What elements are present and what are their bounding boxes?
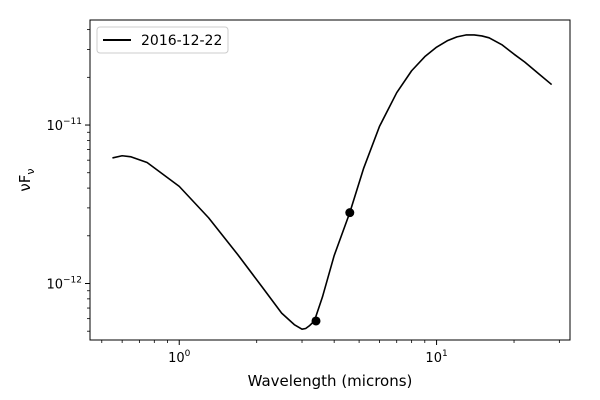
x-tick-label-1: 101 <box>425 349 447 366</box>
x-tick-label-base: 10 <box>425 351 442 366</box>
x-tick-label-exponent: 0 <box>185 349 191 359</box>
y-axis-title-main: νF <box>16 175 34 192</box>
x-tick-label-exponent: 1 <box>442 349 448 359</box>
legend-box <box>96 26 229 54</box>
y-tick-label-exponent: −12 <box>63 275 82 285</box>
y-tick-label-1: 10−11 <box>46 117 82 134</box>
y-tick-label-0: 10−12 <box>46 275 82 292</box>
data-point-0 <box>311 316 321 326</box>
y-axis-title-subscript: ν <box>24 168 37 174</box>
x-tick-label-0: 100 <box>168 349 191 366</box>
y-axis-title: νFν <box>16 168 37 191</box>
y-tick-label-exponent: −11 <box>63 117 82 127</box>
plot-layer <box>112 34 553 330</box>
legend-label: 2016-12-22 <box>141 33 222 49</box>
series-line-0 <box>112 34 553 330</box>
plot-frame <box>89 19 571 341</box>
x-axis-title: Wavelength (microns) <box>248 372 413 390</box>
y-tick-label-base: 10 <box>46 277 63 292</box>
legend: 2016-12-22 <box>96 26 229 54</box>
x-tick-label-base: 10 <box>168 351 185 366</box>
data-point-1 <box>345 208 355 218</box>
y-tick-label-base: 10 <box>46 119 63 134</box>
